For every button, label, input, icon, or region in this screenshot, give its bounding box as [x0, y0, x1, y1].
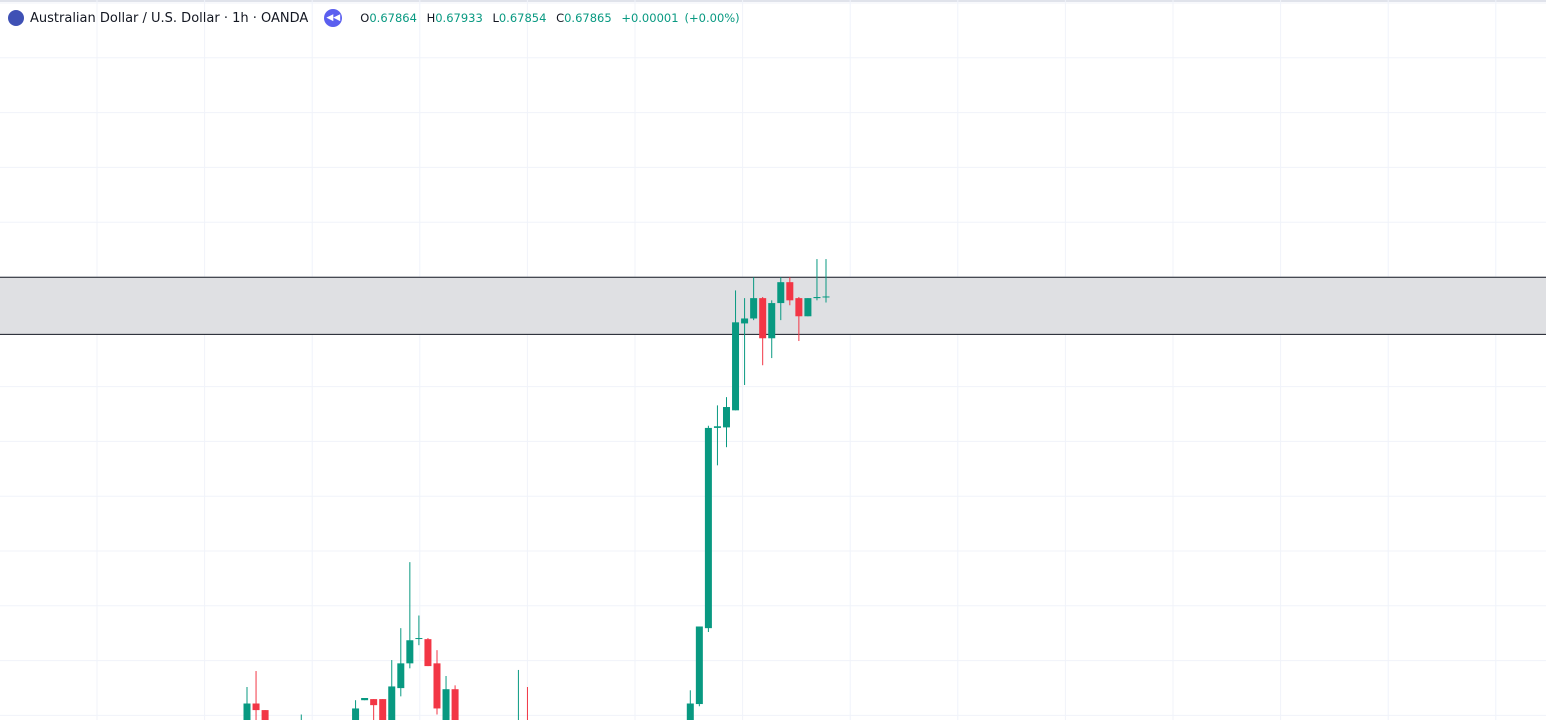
legend-change-percent: (+0.00%)	[684, 11, 740, 25]
candle-body	[352, 708, 360, 720]
legend-change: +0.00001	[621, 11, 679, 25]
legend-key: O	[360, 11, 370, 25]
candle-body	[722, 407, 730, 428]
candle-body	[750, 298, 758, 319]
candle-body	[704, 427, 712, 629]
candle-body	[388, 686, 396, 720]
candle-body	[822, 296, 830, 298]
candle-body	[252, 703, 260, 711]
candle-body	[686, 703, 694, 720]
candle-body	[786, 282, 794, 301]
candle-body	[406, 640, 414, 664]
legend-key: H	[426, 11, 436, 25]
candle-body	[695, 626, 703, 705]
legend-value: 0.67864	[369, 11, 417, 25]
candle-body	[804, 298, 812, 317]
candle-body	[451, 689, 459, 720]
candle-body	[424, 639, 432, 667]
legend-value: 0.67933	[435, 11, 483, 25]
symbol-title: Australian Dollar / U.S. Dollar · 1h · O…	[30, 10, 309, 26]
candle-body	[777, 282, 785, 304]
candle-body	[741, 318, 749, 324]
candle-body	[415, 638, 423, 640]
header: Australian Dollar / U.S. Dollar · 1h · O…	[8, 8, 746, 28]
legend-key: L	[492, 11, 499, 25]
candle-body	[442, 689, 450, 720]
candle-body	[243, 703, 251, 720]
legend-value: 0.67865	[564, 11, 612, 25]
candle-body	[397, 663, 405, 689]
legend-value: 0.67854	[498, 11, 547, 25]
candle-body	[768, 303, 776, 339]
candle-body	[732, 322, 740, 411]
replay-button[interactable]: ◀◀	[324, 9, 343, 27]
candle-body	[361, 697, 369, 701]
candle-body	[379, 699, 387, 720]
candle-body	[795, 298, 803, 317]
symbol-icon	[8, 10, 24, 26]
legend-key: C	[556, 11, 565, 25]
candle-body	[759, 298, 767, 339]
candle-body	[713, 426, 721, 428]
ohlc-legend: O0.67864 H0.67933 L0.67854 C0.67865 +0.0…	[360, 11, 745, 25]
candle-body	[370, 699, 378, 706]
candle-body	[261, 710, 269, 720]
candle-body	[433, 663, 441, 709]
candle-body	[813, 297, 821, 299]
